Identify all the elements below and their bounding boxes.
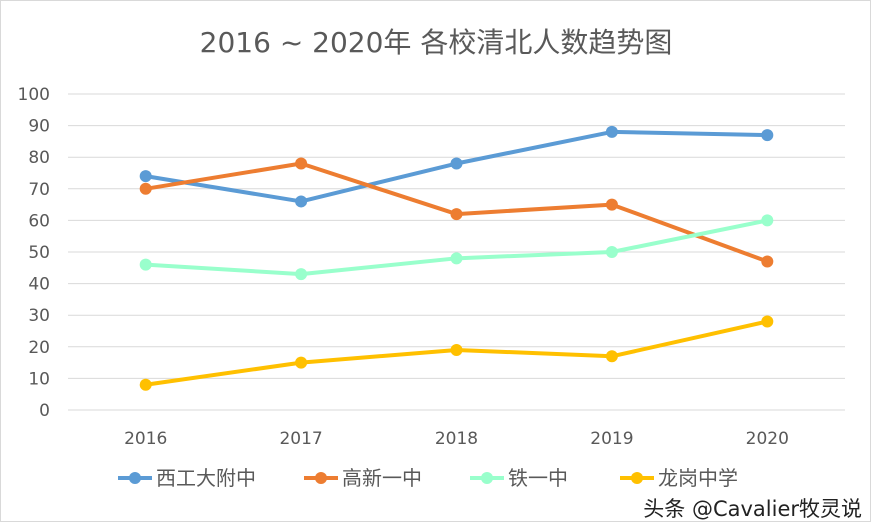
y-tick-label: 60: [28, 211, 50, 231]
data-point: [761, 315, 774, 328]
y-tick-label: 20: [28, 338, 50, 358]
legend-marker: [129, 472, 141, 484]
legend-item: 龙岗中学: [620, 466, 738, 490]
data-point: [450, 252, 463, 265]
x-tick-label: 2020: [746, 429, 789, 449]
data-point: [450, 157, 463, 170]
watermark: 头条 @Cavalier牧灵说: [643, 497, 862, 521]
y-tick-label: 10: [28, 369, 50, 389]
x-tick-label: 2016: [124, 429, 167, 449]
data-point: [139, 182, 152, 195]
data-point: [295, 195, 308, 208]
data-point: [139, 258, 152, 271]
chart-title: 2016 ~ 2020年 各校清北人数趋势图: [200, 26, 673, 59]
legend-marker: [315, 472, 327, 484]
data-point: [139, 170, 152, 183]
legend-label: 铁一中: [508, 466, 568, 490]
series-2: [139, 214, 774, 281]
legend-label: 龙岗中学: [658, 466, 738, 490]
data-point: [605, 198, 618, 211]
data-point: [605, 125, 618, 138]
data-point: [139, 378, 152, 391]
data-point: [761, 255, 774, 268]
series-3: [139, 315, 774, 391]
data-point: [761, 129, 774, 142]
data-point: [761, 214, 774, 227]
data-point: [605, 246, 618, 258]
data-point: [295, 157, 308, 170]
legend-item: 西工大附中: [118, 466, 256, 490]
legend-marker: [481, 472, 493, 484]
y-tick-label: 70: [28, 180, 50, 200]
data-point: [450, 208, 463, 221]
y-tick-label: 100: [18, 85, 50, 105]
data-point: [295, 268, 308, 281]
series-0: [139, 125, 774, 208]
legend-item: 高新一中: [304, 466, 422, 490]
x-tick-label: 2018: [435, 429, 478, 449]
y-tick-label: 30: [28, 306, 50, 326]
series-1: [139, 157, 774, 268]
y-tick-label: 80: [28, 148, 50, 168]
data-point: [450, 343, 463, 356]
y-tick-label: 50: [28, 243, 50, 263]
x-tick-label: 2017: [279, 429, 322, 449]
x-tick-label: 2019: [590, 429, 633, 449]
data-point: [605, 350, 618, 363]
legend-marker: [631, 472, 643, 484]
legend-item: 铁一中: [470, 466, 568, 490]
y-tick-label: 0: [39, 401, 50, 421]
y-tick-label: 40: [28, 275, 50, 295]
data-point: [295, 356, 308, 369]
legend-label: 西工大附中: [156, 466, 256, 490]
legend-label: 高新一中: [342, 466, 422, 490]
y-tick-label: 90: [28, 117, 50, 137]
